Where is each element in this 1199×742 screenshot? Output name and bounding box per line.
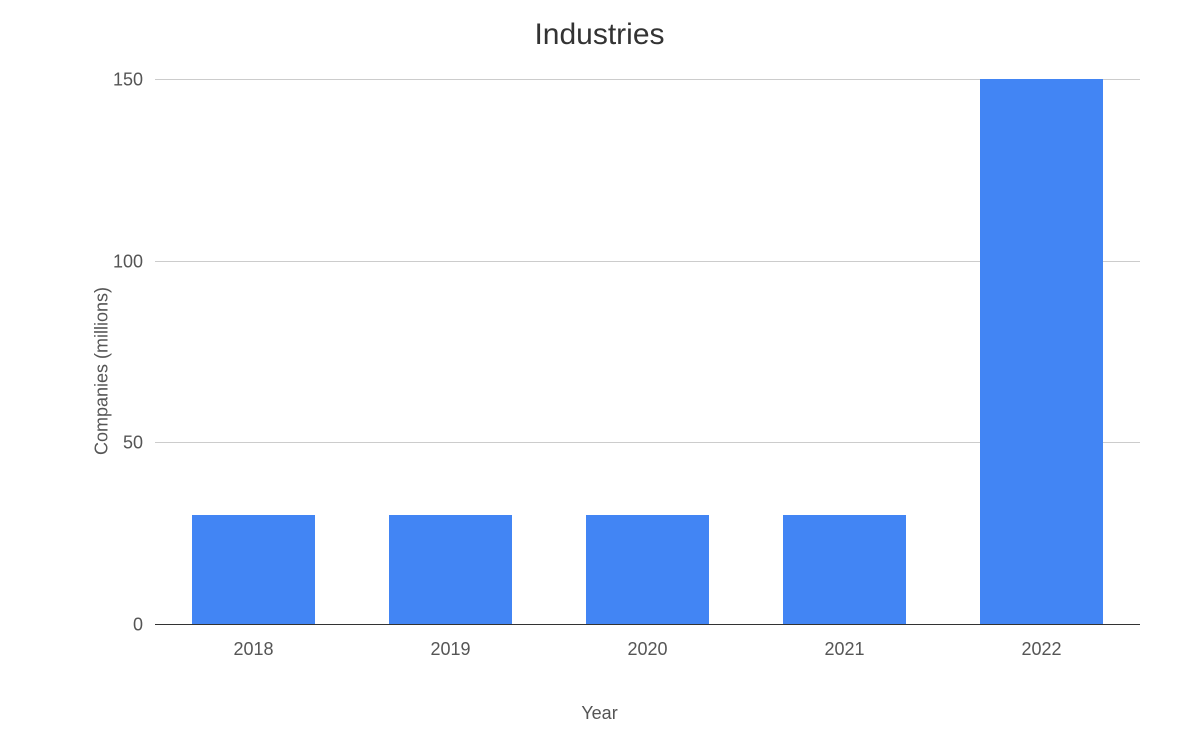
bar	[980, 79, 1102, 624]
chart-title: Industries	[0, 18, 1199, 52]
y-tick-label: 100	[113, 251, 143, 272]
y-tick-label: 0	[133, 615, 143, 636]
y-tick-label: 150	[113, 70, 143, 91]
plot-area: 05010015020182019202020212022	[155, 80, 1140, 625]
x-axis-baseline	[155, 624, 1140, 625]
chart-container: Industries Companies (millions) Year 050…	[0, 0, 1199, 742]
x-axis-label: Year	[0, 703, 1199, 724]
y-tick-label: 50	[123, 433, 143, 454]
y-axis-label: Companies (millions)	[92, 287, 113, 455]
x-tick-label: 2019	[430, 639, 470, 660]
bar	[586, 515, 708, 624]
bar	[389, 515, 511, 624]
bar	[192, 515, 314, 624]
x-tick-label: 2018	[233, 639, 273, 660]
bar	[783, 515, 905, 624]
x-tick-label: 2022	[1021, 639, 1061, 660]
x-tick-label: 2020	[627, 639, 667, 660]
x-tick-label: 2021	[824, 639, 864, 660]
